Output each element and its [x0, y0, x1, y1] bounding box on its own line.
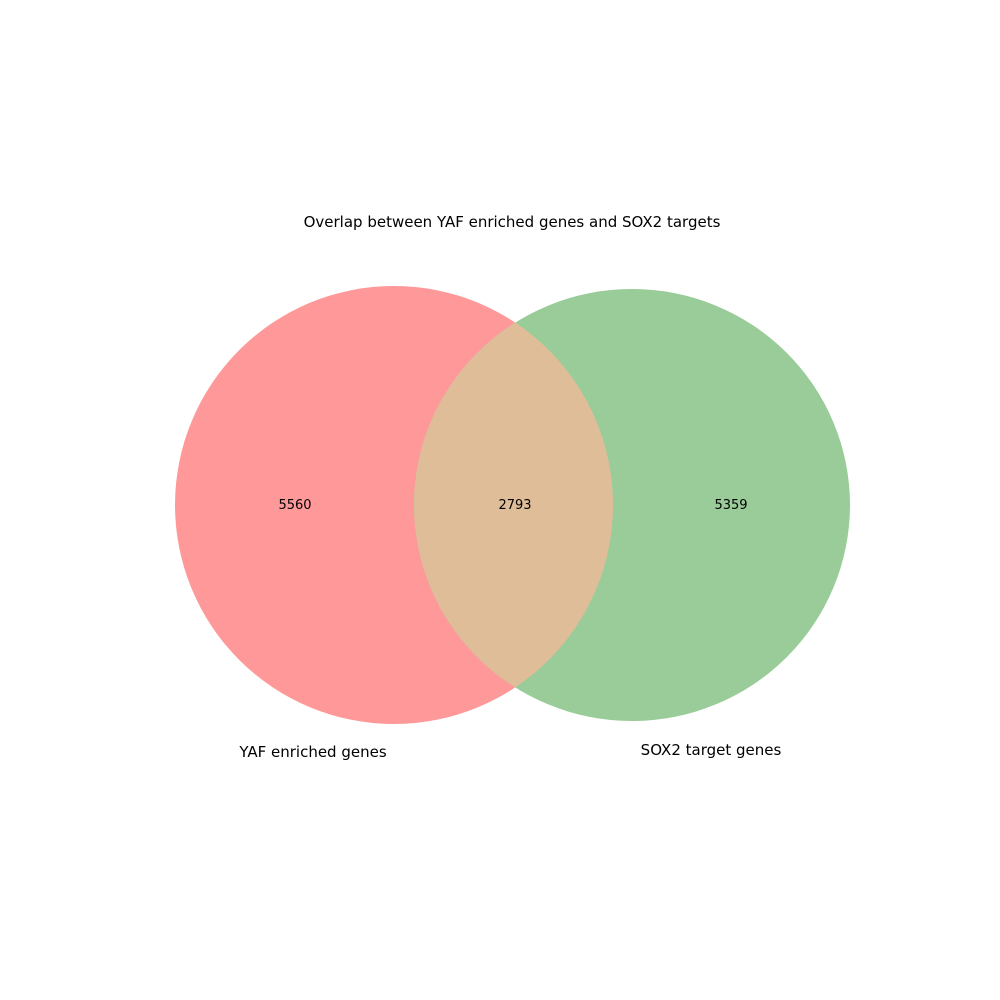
count-only-a: 5560	[278, 498, 311, 513]
set-a-label: YAF enriched genes	[238, 743, 386, 761]
count-overlap: 2793	[498, 498, 531, 513]
set-b-label: SOX2 target genes	[641, 741, 782, 759]
count-only-b: 5359	[714, 498, 747, 513]
diagram-title: Overlap between YAF enriched genes and S…	[304, 213, 721, 231]
overlap-region	[414, 289, 613, 721]
